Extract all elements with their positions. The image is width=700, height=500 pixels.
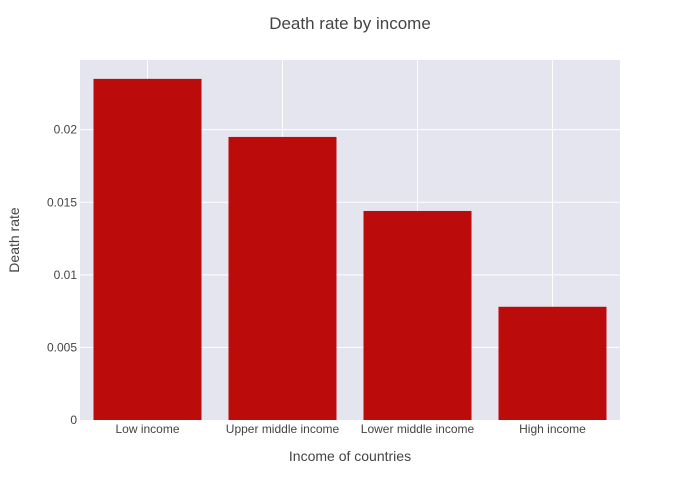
x-tick-label: Low income <box>115 422 179 436</box>
x-tick-label: High income <box>519 422 586 436</box>
x-tick-label: Lower middle income <box>361 422 475 436</box>
chart-title: Death rate by income <box>269 14 431 33</box>
x-axis-ticks: Low income Upper middle income Lower middl… <box>115 422 586 436</box>
bars <box>93 78 607 420</box>
y-tick-label: 0.005 <box>47 340 77 354</box>
y-tick-label: 0.015 <box>47 195 77 209</box>
x-tick-label: Upper middle income <box>226 422 340 436</box>
bar-high-income[interactable] <box>498 306 607 420</box>
bar-lower-middle-income[interactable] <box>363 210 472 420</box>
bar-low-income[interactable] <box>93 78 202 420</box>
x-axis-title: Income of countries <box>289 448 411 464</box>
y-axis-title: Death rate <box>6 207 22 273</box>
y-axis-ticks: 0 0.005 0.01 0.015 0.02 <box>47 123 77 427</box>
y-tick-label: 0.02 <box>54 123 78 137</box>
y-tick-label: 0.01 <box>54 268 78 282</box>
y-tick-label: 0 <box>70 413 77 427</box>
bar-upper-middle-income[interactable] <box>228 136 337 420</box>
